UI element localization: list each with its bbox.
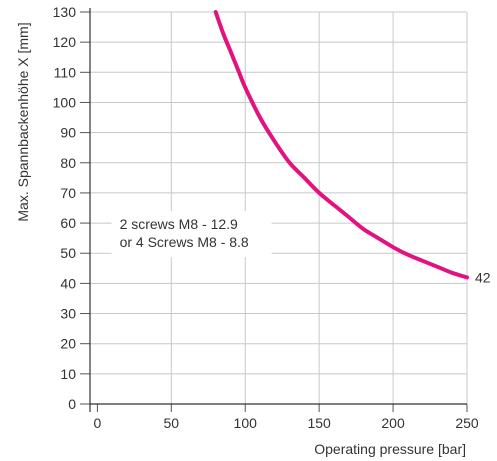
annotation-background	[111, 211, 272, 258]
tick-labels: 0 10 20 30 40 50 60 70 80 90 100 110 120 130 0 50 100 150…	[53, 4, 479, 431]
y-tick-label: 60	[60, 215, 76, 231]
y-tick-label: 50	[60, 245, 76, 261]
series-layer	[213, 10, 469, 280]
y-tick-label: 130	[53, 4, 77, 20]
series-line-0	[213, 10, 469, 280]
y-tick-label: 30	[60, 306, 76, 322]
y-axis-title: Max. Spannbackenhöhe X [mm]	[15, 22, 31, 221]
annotations: 2 screws M8 - 12.9 or 4 Screws M8 - 8.8 …	[120, 216, 491, 285]
y-tick-label: 70	[60, 185, 76, 201]
y-tick-label: 0	[68, 396, 76, 412]
annotation-line-1: 2 screws M8 - 12.9	[120, 216, 238, 232]
x-axis-title: Operating pressure [bar]	[314, 441, 466, 457]
x-tick-label: 0	[93, 415, 101, 431]
y-tick-label: 20	[60, 336, 76, 352]
end-value-label: 42	[475, 269, 491, 285]
y-tick-label: 40	[60, 275, 76, 291]
x-tick-label: 50	[164, 415, 180, 431]
y-tick-label: 100	[53, 94, 77, 110]
y-tick-label: 10	[60, 366, 76, 382]
x-tick-label: 250	[455, 415, 479, 431]
y-tick-label: 110	[54, 64, 77, 80]
axes	[80, 8, 468, 412]
annotation-line-2: or 4 Screws M8 - 8.8	[120, 234, 249, 250]
grid	[90, 11, 468, 404]
y-tick-label: 90	[60, 125, 76, 141]
x-tick-label: 150	[307, 415, 331, 431]
x-tick-label: 100	[234, 415, 258, 431]
y-tick-label: 120	[53, 34, 77, 50]
x-tick-label: 200	[381, 415, 405, 431]
y-tick-label: 80	[60, 155, 76, 171]
